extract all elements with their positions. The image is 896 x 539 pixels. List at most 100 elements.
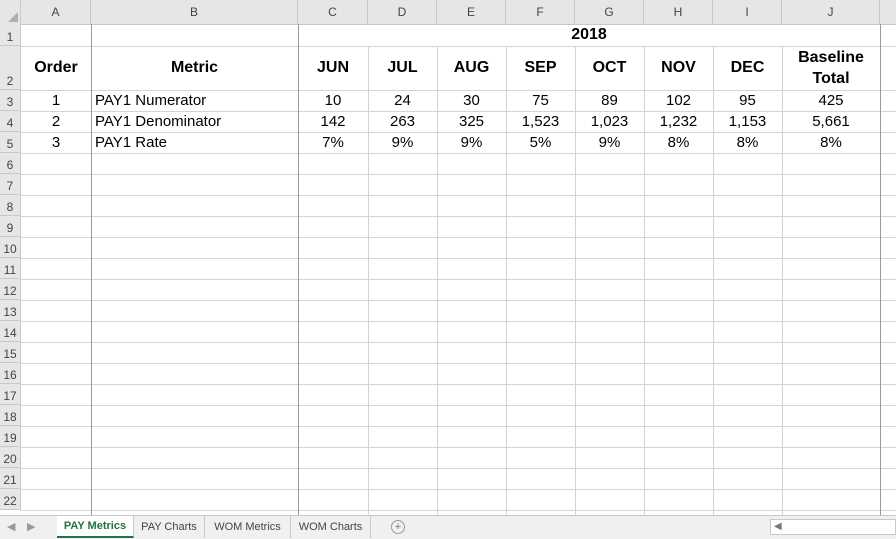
gridline-h <box>21 174 896 175</box>
value-cell[interactable]: 89 <box>601 92 618 109</box>
row-header-19[interactable]: 19 <box>0 426 21 447</box>
gridline-h <box>21 46 896 47</box>
total-cell[interactable]: 5,661 <box>812 113 850 130</box>
row-header-9[interactable]: 9 <box>0 216 21 237</box>
horizontal-scrollbar[interactable]: ◀ <box>770 519 896 535</box>
column-header-b[interactable]: B <box>91 0 298 24</box>
column-header-g[interactable]: G <box>575 0 644 24</box>
total-cell[interactable]: 8% <box>820 134 842 151</box>
value-cell[interactable]: 75 <box>532 92 549 109</box>
row-header-14[interactable]: 14 <box>0 321 21 342</box>
gridline-h <box>21 405 896 406</box>
value-cell[interactable]: 9% <box>598 134 621 151</box>
value-cell[interactable]: 7% <box>322 134 344 151</box>
column-header-h[interactable]: H <box>644 0 713 24</box>
gridline-v <box>91 24 92 515</box>
value-cell[interactable]: 95 <box>739 92 756 109</box>
value-cell[interactable]: 5% <box>529 134 552 151</box>
value-cell[interactable]: 30 <box>463 92 480 109</box>
tab-wom-metrics[interactable]: WOM Metrics <box>205 516 291 538</box>
value-cell[interactable]: 9% <box>460 134 483 151</box>
month-header-aug[interactable]: AUG <box>453 59 490 76</box>
row-header-21[interactable]: 21 <box>0 468 21 489</box>
tab-pay-charts[interactable]: PAY Charts <box>134 516 205 538</box>
row-header-2[interactable]: 2 <box>0 46 21 90</box>
metric-header-cell[interactable]: Metric <box>170 59 219 76</box>
column-header-e[interactable]: E <box>437 0 506 24</box>
order-cell[interactable]: 1 <box>51 92 61 109</box>
next-sheet-icon[interactable]: ▶ <box>27 521 36 533</box>
column-header-d[interactable]: D <box>368 0 437 24</box>
gridline-h <box>21 510 896 511</box>
select-all-icon <box>8 12 18 22</box>
value-cell[interactable]: 1,232 <box>659 113 698 130</box>
row-header-4[interactable]: 4 <box>0 111 21 132</box>
value-cell[interactable]: 102 <box>665 92 692 109</box>
gridline-v <box>880 24 881 515</box>
row-header-10[interactable]: 10 <box>0 237 21 258</box>
scroll-left-icon[interactable]: ◀ <box>774 521 782 532</box>
year-header-cell[interactable]: 2018 <box>571 26 607 43</box>
row-header-12[interactable]: 12 <box>0 279 21 300</box>
row-header-13[interactable]: 13 <box>0 300 21 321</box>
value-cell[interactable]: 1,023 <box>590 113 629 130</box>
value-cell[interactable]: 24 <box>394 92 411 109</box>
column-header-c[interactable]: C <box>298 0 368 24</box>
row-header-6[interactable]: 6 <box>0 153 21 174</box>
metric-cell[interactable]: PAY1 Rate <box>95 134 167 151</box>
value-cell[interactable]: 1,153 <box>728 113 767 130</box>
row-header-16[interactable]: 16 <box>0 363 21 384</box>
spreadsheet-grid[interactable]: A B C D E F G H I J 1 2 3 4 5 6 7 8 9 10… <box>0 0 896 515</box>
gridline-h <box>21 468 896 469</box>
gridline-h <box>21 426 896 427</box>
select-all-corner[interactable] <box>0 0 21 24</box>
baseline-total-line1: Baseline <box>798 49 864 66</box>
total-cell[interactable]: 425 <box>818 92 844 109</box>
baseline-total-header-cell[interactable]: Baseline Total <box>782 46 880 90</box>
row-header-5[interactable]: 5 <box>0 132 21 153</box>
row-header-15[interactable]: 15 <box>0 342 21 363</box>
order-header-cell[interactable]: Order <box>34 59 78 76</box>
metric-cell[interactable]: PAY1 Denominator <box>95 113 222 130</box>
prev-sheet-icon[interactable]: ◀ <box>7 521 16 533</box>
metric-cell[interactable]: PAY1 Numerator <box>95 92 207 109</box>
value-cell[interactable]: 8% <box>667 134 690 151</box>
month-header-jul[interactable]: JUL <box>387 59 418 76</box>
row-header-22[interactable]: 22 <box>0 489 21 510</box>
column-header-i[interactable]: I <box>713 0 782 24</box>
month-header-sep[interactable]: SEP <box>524 59 557 76</box>
add-sheet-button[interactable]: + <box>391 520 405 534</box>
row-header-18[interactable]: 18 <box>0 405 21 426</box>
row-header-17[interactable]: 17 <box>0 384 21 405</box>
gridline-h <box>21 216 896 217</box>
row-header-3[interactable]: 3 <box>0 90 21 111</box>
month-header-nov[interactable]: NOV <box>661 59 696 76</box>
value-cell[interactable]: 142 <box>320 113 346 130</box>
month-header-jun[interactable]: JUN <box>316 59 349 76</box>
value-cell[interactable]: 263 <box>389 113 416 130</box>
value-cell[interactable]: 8% <box>736 134 759 151</box>
column-header-strip: A B C D E F G H I J <box>0 0 896 25</box>
value-cell[interactable]: 9% <box>391 134 414 151</box>
value-cell[interactable]: 325 <box>458 113 485 130</box>
order-cell[interactable]: 3 <box>51 134 61 151</box>
gridline-h <box>21 447 896 448</box>
gridline-v <box>368 46 369 515</box>
value-cell[interactable]: 10 <box>324 92 342 109</box>
row-header-8[interactable]: 8 <box>0 195 21 216</box>
gridline-h <box>21 384 896 385</box>
column-header-j[interactable]: J <box>782 0 880 24</box>
order-cell[interactable]: 2 <box>51 113 61 130</box>
row-header-11[interactable]: 11 <box>0 258 21 279</box>
value-cell[interactable]: 1,523 <box>521 113 560 130</box>
column-header-k[interactable] <box>880 0 896 24</box>
tab-pay-metrics[interactable]: PAY Metrics <box>57 516 134 538</box>
column-header-a[interactable]: A <box>21 0 91 24</box>
month-header-dec[interactable]: DEC <box>730 59 765 76</box>
row-header-7[interactable]: 7 <box>0 174 21 195</box>
column-header-f[interactable]: F <box>506 0 575 24</box>
month-header-oct[interactable]: OCT <box>592 59 627 76</box>
row-header-1[interactable]: 1 <box>0 24 21 46</box>
row-header-20[interactable]: 20 <box>0 447 21 468</box>
tab-wom-charts[interactable]: WOM Charts <box>291 516 371 538</box>
